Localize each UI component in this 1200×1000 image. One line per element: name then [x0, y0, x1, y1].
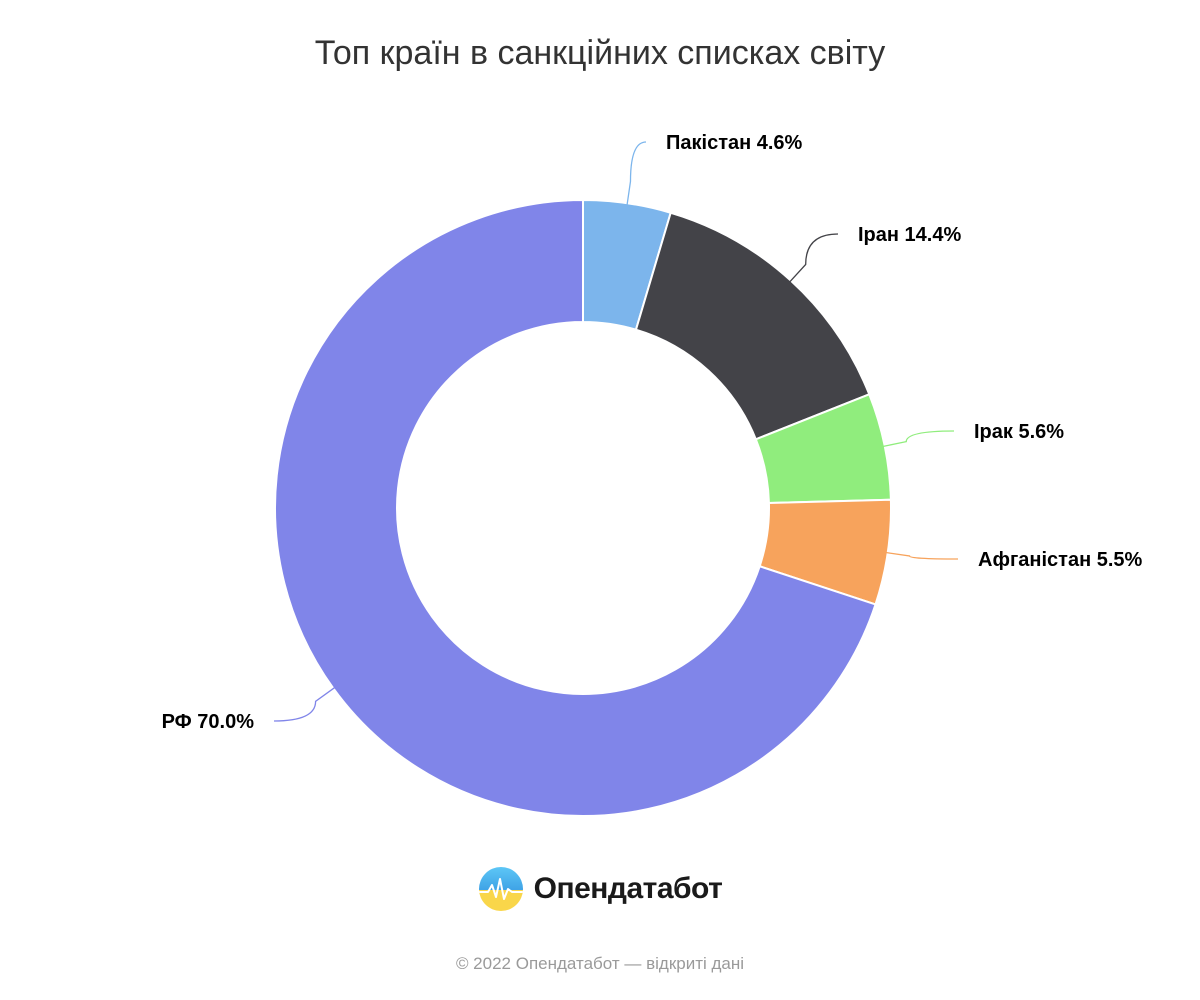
- slice-connector-4: [885, 551, 959, 560]
- slices-layer: [274, 199, 892, 817]
- slice-connector-5: [273, 686, 336, 722]
- slice-connector-3: [882, 430, 955, 448]
- footer-copyright: © 2022 Опендатабот — відкриті дані: [455, 954, 745, 973]
- brand: Опендатабот: [0, 866, 1200, 912]
- slice-label-2: Іран 14.4%: [858, 224, 961, 246]
- opendatabot-logo-icon: [478, 867, 523, 911]
- connectors-layer: [273, 141, 959, 722]
- brand-name: Опендатабот: [533, 872, 723, 905]
- chart-title: Топ країн в санкційних списках світу: [314, 34, 886, 72]
- pie-slice-5[interactable]: [274, 199, 877, 817]
- slice-label-1: Пакістан 4.6%: [666, 132, 803, 154]
- slice-label-5: РФ 70.0%: [162, 711, 255, 733]
- pie-slice-2[interactable]: [634, 211, 871, 441]
- slice-label-3: Ірак 5.6%: [974, 421, 1064, 443]
- slice-connector-1: [626, 141, 647, 206]
- slice-connector-2: [789, 233, 839, 283]
- slice-label-4: Афганістан 5.5%: [978, 549, 1143, 571]
- labels-layer: Пакістан 4.6% Іран 14.4% Ірак 5.6% Афганіст…: [162, 132, 1143, 733]
